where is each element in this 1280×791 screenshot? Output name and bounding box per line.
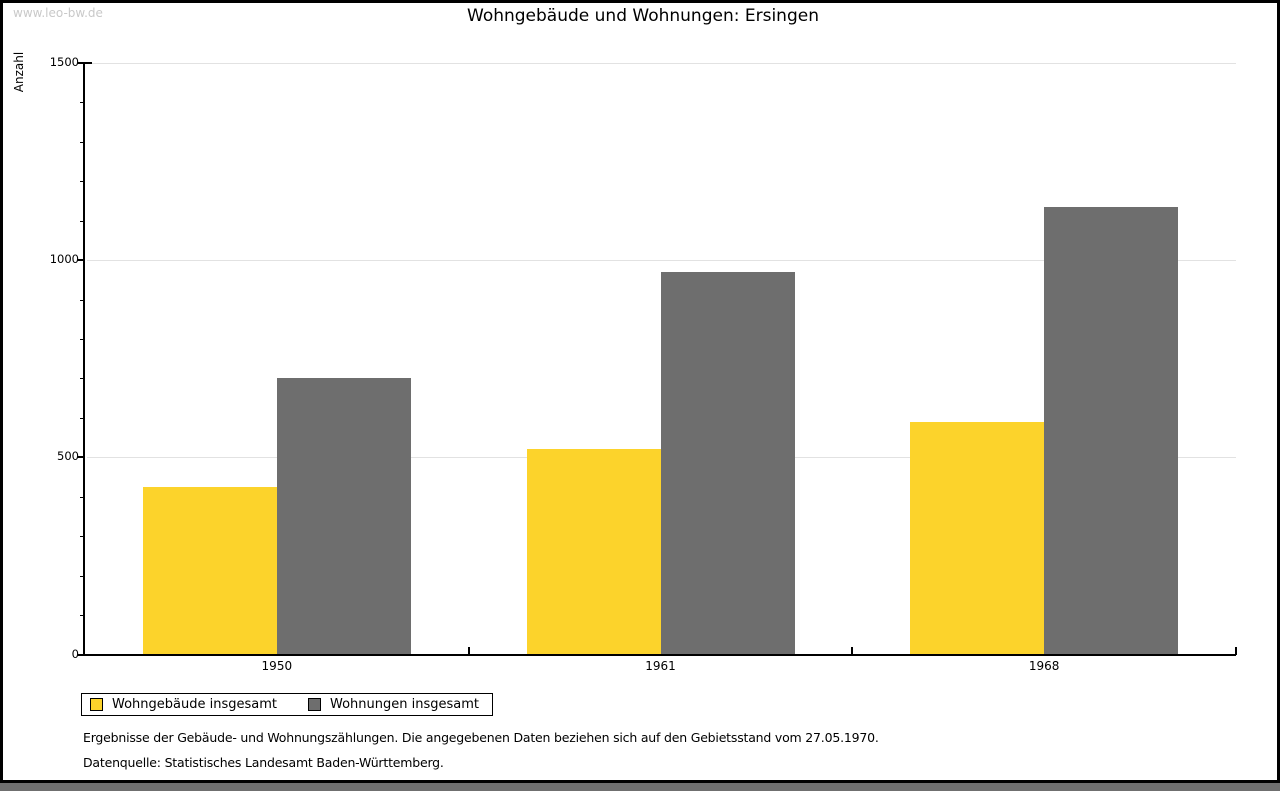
y-tick-label-1500: 1500 [49, 55, 79, 69]
y-minor-tick-200 [80, 575, 85, 577]
y-minor-tick-700 [80, 378, 85, 380]
y-minor-tick-100 [80, 615, 85, 617]
bar-1950-wohngebaeude [142, 486, 277, 655]
chart-title: Wohngebäude und Wohnungen: Ersingen [467, 6, 819, 26]
y-minor-tick-400 [80, 496, 85, 498]
legend: Wohngebäude insgesamt Wohnungen insgesam… [81, 693, 493, 716]
y-minor-tick-600 [80, 417, 85, 419]
y-tick-label-500: 500 [57, 449, 79, 464]
gridline-1500 [87, 62, 1236, 64]
x-boundary-tick-2 [851, 646, 854, 655]
y-minor-tick-1400 [80, 102, 85, 104]
x-category-label-1968: 1968 [1028, 659, 1060, 673]
y-major-tick-1500 [77, 62, 85, 64]
bar-1968-wohngebaeude [910, 421, 1045, 655]
legend-label: Wohnungen insgesamt [330, 697, 479, 712]
legend-swatch-gray [308, 698, 321, 711]
x-axis-line [83, 653, 1236, 656]
y-minor-tick-1200 [80, 181, 85, 183]
y-axis-end-tick [83, 62, 92, 64]
gridline-1000 [87, 259, 1236, 261]
y-major-tick-0 [77, 653, 85, 656]
y-axis-line [83, 62, 85, 656]
x-category-label-1950: 1950 [261, 659, 293, 673]
y-major-tick-1000 [77, 259, 85, 262]
legend-label: Wohngebäude insgesamt [112, 697, 277, 712]
plot-area: 0 500 1000 1500 1950 1961 1968 [3, 3, 1280, 786]
bar-1950-wohnungen [276, 378, 411, 655]
legend-item-wohnungen: Wohnungen insgesamt [308, 694, 479, 715]
bar-1968-wohnungen [1044, 206, 1179, 655]
bottom-strip [0, 783, 1280, 791]
y-minor-tick-800 [80, 339, 85, 341]
footnote-source-note: Ergebnisse der Gebäude- und Wohnungszähl… [83, 730, 879, 745]
y-tick-label-0: 0 [71, 646, 79, 661]
x-category-label-1961: 1961 [645, 659, 676, 673]
x-boundary-tick-1 [467, 646, 470, 655]
legend-swatch-yellow [90, 698, 103, 711]
x-axis-end-tick [1234, 646, 1237, 655]
bar-1961-wohngebaeude [526, 449, 661, 655]
y-minor-tick-1300 [80, 141, 85, 143]
y-minor-tick-900 [80, 299, 85, 301]
footnote-data-source: Datenquelle: Statistisches Landesamt Bad… [83, 755, 444, 770]
y-major-tick-500 [77, 456, 85, 459]
y-minor-tick-300 [80, 536, 85, 538]
watermark: www.leo-bw.de [13, 6, 103, 20]
y-tick-label-1000: 1000 [49, 252, 79, 267]
y-minor-tick-1100 [80, 220, 85, 222]
legend-item-wohngebaeude: Wohngebäude insgesamt [90, 694, 277, 715]
bar-1961-wohnungen [660, 271, 795, 655]
